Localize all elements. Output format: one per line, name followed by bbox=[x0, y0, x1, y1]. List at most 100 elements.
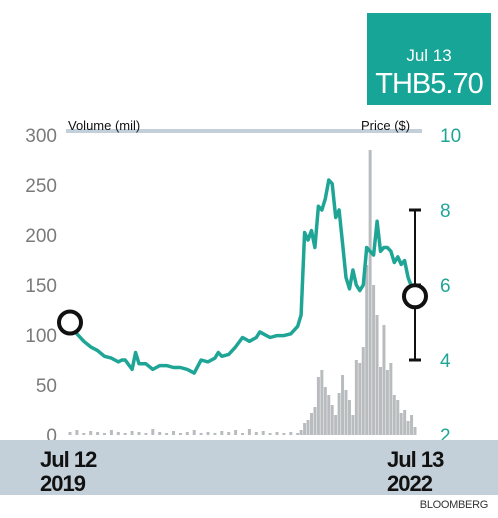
volume-bar bbox=[296, 433, 300, 435]
volume-bar bbox=[365, 265, 369, 435]
volume-bar bbox=[385, 370, 389, 435]
price-line-group bbox=[68, 178, 417, 375]
volume-bar bbox=[165, 433, 169, 435]
volume-bar bbox=[316, 377, 320, 435]
volume-bar bbox=[313, 407, 317, 435]
volume-bar bbox=[123, 433, 127, 435]
volume-bar bbox=[379, 367, 382, 435]
volume-axis-label: Volume (mil) bbox=[68, 118, 140, 133]
price-callout-value: THB5.70 bbox=[375, 68, 483, 100]
price-callout-date: Jul 13 bbox=[406, 46, 452, 65]
right-tick-label: 4 bbox=[440, 351, 451, 372]
volume-bar bbox=[213, 433, 217, 435]
volume-bar bbox=[406, 421, 410, 435]
volume-bar bbox=[82, 433, 86, 435]
volume-bar bbox=[206, 432, 210, 435]
volume-bar bbox=[220, 431, 224, 435]
volume-bar bbox=[199, 433, 203, 435]
marker-end bbox=[402, 283, 428, 310]
volume-bar bbox=[75, 430, 79, 435]
volume-bar bbox=[261, 431, 265, 435]
volume-bar bbox=[392, 395, 396, 435]
volume-bar bbox=[282, 433, 286, 435]
volume-bar bbox=[372, 285, 376, 435]
volume-bar bbox=[410, 415, 414, 435]
markers-group bbox=[57, 283, 428, 336]
volume-bar bbox=[241, 433, 244, 435]
source-credit: BLOOMBERG bbox=[419, 499, 489, 511]
volume-bar bbox=[310, 413, 313, 435]
left-tick-label: 0 bbox=[46, 426, 57, 447]
volume-bar bbox=[303, 423, 307, 435]
volume-bar bbox=[368, 150, 372, 435]
volume-bar bbox=[254, 432, 258, 435]
left-tick-label: 200 bbox=[25, 226, 57, 247]
volume-bar bbox=[337, 393, 341, 435]
volume-bar bbox=[137, 432, 141, 435]
volume-bar bbox=[144, 433, 148, 435]
volume-bar bbox=[323, 387, 327, 435]
volume-bar bbox=[109, 430, 113, 435]
volume-bar bbox=[389, 363, 393, 435]
volume-bar bbox=[96, 432, 100, 435]
volume-bar bbox=[172, 431, 175, 435]
volume-bar bbox=[306, 420, 310, 435]
volume-bar bbox=[403, 410, 407, 435]
volume-bar bbox=[247, 429, 251, 435]
volume-bar bbox=[413, 427, 417, 435]
volume-bar bbox=[158, 432, 162, 435]
volume-bar bbox=[334, 415, 338, 435]
volume-bar bbox=[330, 405, 334, 435]
marker-start bbox=[57, 309, 83, 336]
volume-bar bbox=[320, 370, 324, 435]
price-line bbox=[68, 178, 417, 375]
x-tick-end-line1: Jul 13 bbox=[387, 447, 444, 472]
legend-rule bbox=[66, 129, 422, 133]
volume-bar bbox=[130, 431, 134, 435]
right-tick-label: 10 bbox=[440, 126, 461, 147]
volume-bar bbox=[358, 363, 362, 435]
volume-bar bbox=[299, 430, 303, 435]
volume-bar bbox=[192, 430, 196, 435]
left-tick-label: 250 bbox=[25, 176, 57, 197]
volume-bar bbox=[185, 432, 189, 435]
volume-bars bbox=[68, 150, 417, 435]
left-tick-label: 50 bbox=[36, 376, 57, 397]
x-tick-start: Jul 12 2019 bbox=[40, 447, 97, 496]
volume-bar bbox=[382, 325, 386, 435]
volume-bar bbox=[399, 413, 403, 435]
x-tick-start-line2: 2019 bbox=[40, 471, 86, 496]
volume-bar bbox=[354, 360, 358, 435]
right-tick-label: 8 bbox=[440, 201, 451, 222]
volume-bar bbox=[68, 432, 72, 435]
volume-bar bbox=[361, 347, 365, 435]
right-tick-label: 6 bbox=[440, 276, 451, 297]
left-tick-label: 100 bbox=[25, 326, 57, 347]
x-tick-start-line1: Jul 12 bbox=[40, 447, 97, 472]
volume-bar bbox=[347, 400, 351, 435]
volume-bar bbox=[375, 315, 379, 435]
left-axis-ticks: 0 50 100 150 200 250 300 bbox=[25, 126, 57, 447]
volume-bar bbox=[289, 432, 293, 435]
volume-bar bbox=[268, 433, 272, 435]
price-callout: Jul 13 THB5.70 bbox=[367, 13, 491, 105]
volume-bar bbox=[151, 429, 155, 435]
volume-bar bbox=[89, 431, 93, 435]
volume-bar bbox=[275, 432, 279, 435]
volume-bar bbox=[178, 433, 182, 435]
x-tick-end-line2: 2022 bbox=[387, 471, 433, 496]
volume-bar bbox=[327, 395, 331, 435]
volume-bar bbox=[396, 400, 400, 435]
left-tick-label: 150 bbox=[25, 276, 57, 297]
volume-bar bbox=[103, 433, 106, 435]
volume-bar bbox=[351, 415, 355, 435]
volume-bar bbox=[234, 430, 238, 435]
volume-bar bbox=[227, 432, 231, 435]
x-tick-end: Jul 13 2022 bbox=[387, 447, 444, 496]
left-tick-label: 300 bbox=[25, 126, 57, 147]
x-axis-band: Jul 12 2019 Jul 13 2022 bbox=[0, 440, 498, 496]
price-axis-label: Price ($) bbox=[361, 118, 410, 133]
volume-bar bbox=[344, 390, 348, 435]
right-tick-label: 2 bbox=[440, 426, 451, 447]
